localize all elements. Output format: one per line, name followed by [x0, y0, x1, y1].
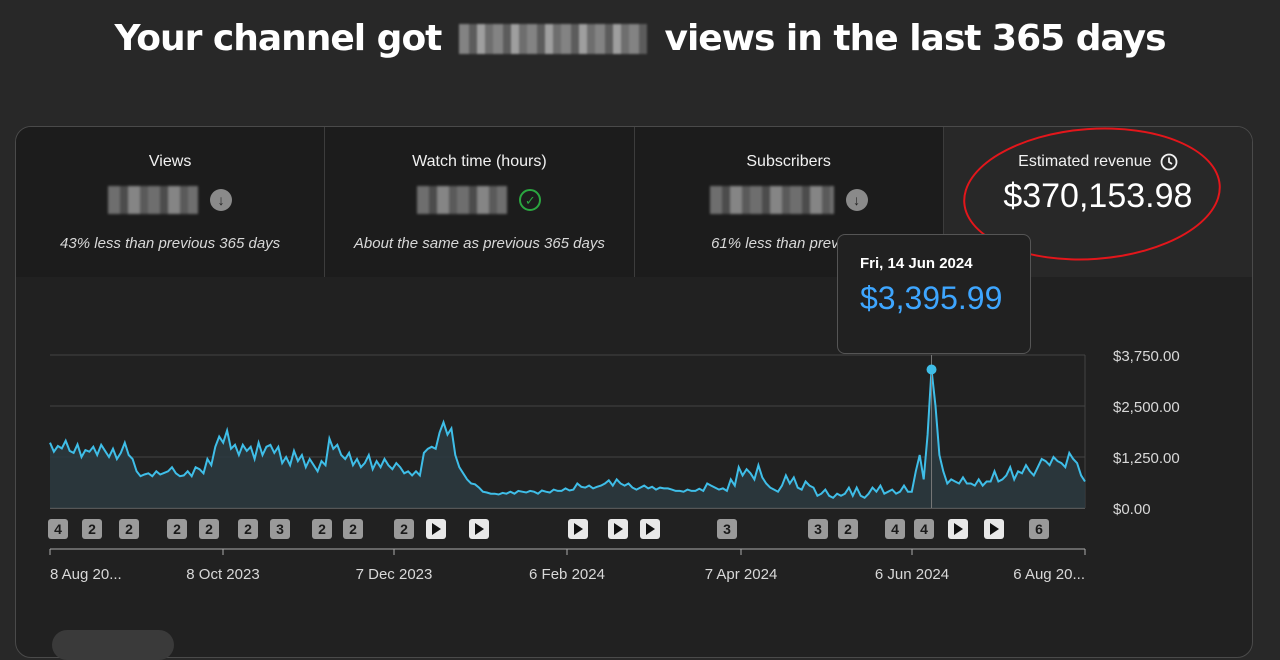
- play-icon: [646, 523, 655, 535]
- count-marker: [838, 519, 858, 539]
- marker-count: 2: [173, 521, 181, 537]
- redacted-views-total: [458, 24, 647, 54]
- count-marker: [343, 519, 363, 539]
- count-marker: [312, 519, 332, 539]
- metric-note: About the same as previous 365 days: [353, 235, 605, 252]
- chart-tooltip: Fri, 14 Jun 2024 $3,395.99: [837, 234, 1031, 354]
- marker-count: 3: [276, 521, 284, 537]
- metric-note: 61% less than previous: [711, 235, 867, 252]
- marker-count: 4: [920, 521, 928, 537]
- tooltip-date: Fri, 14 Jun 2024: [860, 255, 973, 272]
- marker-count: 2: [400, 521, 408, 537]
- count-marker: [238, 519, 258, 539]
- count-marker: [270, 519, 290, 539]
- play-icon: [432, 523, 441, 535]
- y-tick-label: $0.00: [1113, 501, 1151, 518]
- count-marker: [1029, 519, 1049, 539]
- play-icon: [614, 523, 623, 535]
- x-tick-label: 7 Dec 2023: [356, 566, 433, 583]
- count-marker: [199, 519, 219, 539]
- metric-value: ↓: [16, 185, 324, 215]
- revenue-value: $370,153.98: [1003, 177, 1193, 215]
- marker-count: 3: [814, 521, 822, 537]
- metric-value: ↓: [635, 185, 943, 215]
- marker-count: 2: [125, 521, 133, 537]
- revenue-label: Estimated revenue: [1018, 153, 1152, 170]
- x-axis-labels: 8 Aug 20... 8 Oct 2023 7 Dec 2023 6 Feb 202…: [49, 549, 1086, 583]
- count-marker: [808, 519, 828, 539]
- redacted-value: [108, 186, 199, 214]
- marker-count: 4: [54, 521, 62, 537]
- count-marker: [885, 519, 905, 539]
- marker-count: 2: [349, 521, 357, 537]
- play-icon: [574, 523, 583, 535]
- play-icon: [954, 523, 963, 535]
- marker-count: 2: [88, 521, 96, 537]
- x-tick-label: 6 Aug 20...: [1013, 566, 1085, 583]
- play-icon: [990, 523, 999, 535]
- analytics-card: Views ↓ 43% less than previous 365 days …: [15, 126, 1253, 658]
- bottom-button[interactable]: [52, 630, 174, 660]
- count-marker: [394, 519, 414, 539]
- series-line: [49, 369, 1086, 500]
- revenue-label-row: Estimated revenue: [944, 153, 1252, 171]
- tab-watch-time[interactable]: Watch time (hours) ✓ About the same as p…: [325, 127, 635, 277]
- x-tick-label: 6 Jun 2024: [875, 566, 949, 583]
- x-tick-label: 7 Apr 2024: [705, 566, 778, 583]
- arrow-down-icon: ↓: [210, 189, 233, 211]
- chart-area: [49, 355, 1086, 508]
- x-tick-label: 8 Aug 20...: [50, 566, 122, 583]
- count-marker: [119, 519, 139, 539]
- tab-views[interactable]: Views ↓ 43% less than previous 365 days: [16, 127, 326, 277]
- page-headline: Your channel got views in the last 365 d…: [0, 18, 1280, 59]
- marker-count: 2: [844, 521, 852, 537]
- count-marker: [717, 519, 737, 539]
- count-marker: [82, 519, 102, 539]
- event-markers: 4 2 2 2 2 2 3 2 2 2 3 3 2 4 4 6: [48, 519, 1085, 550]
- x-tick-label: 6 Feb 2024: [529, 566, 605, 583]
- marker-count: 6: [1035, 521, 1043, 537]
- redacted-value: [417, 186, 508, 214]
- marker-count: 2: [205, 521, 213, 537]
- metric-tabs: Views ↓ 43% less than previous 365 days …: [16, 127, 1252, 277]
- x-tick-label: 8 Oct 2023: [186, 566, 259, 583]
- marker-count: 2: [318, 521, 326, 537]
- revenue-chart: 4 2 2 2 2 2 3 2 2 2 3 3 2 4 4 6 8 Aug 20... 8 Oct 2023 7 …: [48, 348, 1180, 583]
- metric-label: Watch time (hours): [412, 153, 547, 170]
- headline-prefix: Your channel got: [114, 18, 442, 59]
- y-tick-label: $3,750.00: [1113, 348, 1180, 365]
- play-icon: [475, 523, 484, 535]
- y-tick-label: $2,500.00: [1113, 399, 1180, 416]
- highlight-point: [926, 364, 937, 375]
- series-fill: [50, 369, 1085, 508]
- metric-label: Subscribers: [746, 153, 831, 170]
- metric-note: 43% less than previous 365 days: [60, 235, 281, 252]
- tab-estimated-revenue[interactable]: Estimated revenue $370,153.98: [943, 127, 1252, 277]
- check-circle-icon: ✓: [519, 189, 542, 211]
- y-tick-label: $1,250.00: [1113, 450, 1180, 467]
- metric-value: ✓: [325, 185, 633, 215]
- count-marker: [914, 519, 934, 539]
- redacted-value: [709, 186, 834, 214]
- count-marker: [48, 519, 68, 539]
- marker-count: 4: [891, 521, 899, 537]
- metric-label: Views: [148, 153, 192, 170]
- count-marker: [167, 519, 187, 539]
- marker-count: 2: [244, 521, 252, 537]
- arrow-down-icon: ↓: [845, 189, 868, 211]
- clock-icon[interactable]: [1160, 153, 1178, 171]
- marker-count: 3: [723, 521, 731, 537]
- tooltip-value: $3,395.99: [860, 280, 1003, 316]
- headline-suffix: views in the last 365 days: [664, 18, 1166, 59]
- y-axis-labels: $3,750.00 $2,500.00 $1,250.00 $0.00: [1113, 348, 1180, 518]
